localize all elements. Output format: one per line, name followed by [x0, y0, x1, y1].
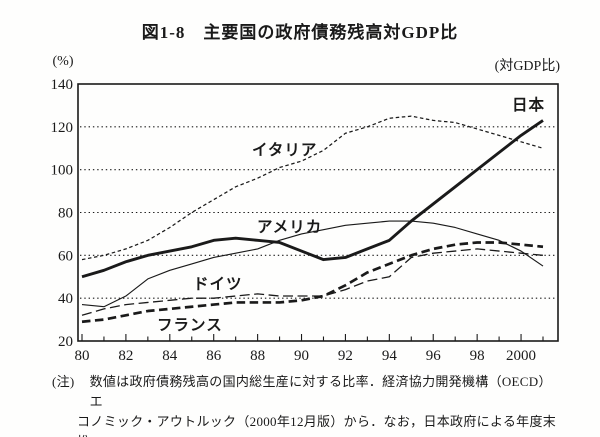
y-tick-label-40: 40 [58, 291, 73, 307]
series-line-usa [81, 220, 544, 308]
x-tick-label-1980: 80 [75, 348, 90, 364]
y-tick-label-60: 60 [58, 248, 73, 264]
series-label-germany: ドイツ [193, 276, 243, 293]
x-tick-label-2000: 2000 [506, 348, 536, 364]
series-line-france [81, 241, 544, 324]
x-tick-label-1992: 92 [338, 348, 353, 364]
x-tick-label-1986: 86 [206, 348, 222, 364]
y-tick-label-120: 120 [51, 120, 74, 136]
footnote-line: 数値は政府債務残高の国内総生産に対する比率．経済協力開発機構（OECD）エ [89, 374, 552, 409]
x-tick-label-1996: 96 [426, 348, 442, 364]
footnote-line: コノミック・アウトルック（2000年12月版）から．なお，日本政府による年度末推 [77, 414, 557, 437]
series-label-japan: 日本 [512, 95, 545, 114]
footnote: (注) 数値は政府債務残高の国内総生産に対する比率．経済協力開発機構（OECD）… [52, 372, 564, 437]
figure-title: 図1-8 主要国の政府債務残高対GDP比 [141, 23, 459, 42]
footnote-marker: (注) [52, 374, 75, 389]
plot-frame [77, 83, 559, 342]
y-tick-label-140: 140 [51, 77, 74, 93]
series-line-germany [81, 248, 544, 316]
x-tick-label-1990: 90 [294, 348, 309, 364]
y-tick-label-20: 20 [58, 334, 73, 350]
y-axis-unit-label: (%) [52, 54, 74, 69]
y-tick-label-100: 100 [51, 163, 74, 179]
x-tick-label-1998: 98 [470, 348, 485, 364]
series-label-usa: アメリカ [257, 218, 322, 236]
x-tick-label-1982: 82 [118, 348, 133, 364]
x-tick-label-1994: 94 [382, 348, 398, 364]
x-tick-label-1984: 84 [162, 348, 178, 364]
series-label-italy: イタリア [252, 141, 317, 159]
x-tick-label-1988: 88 [250, 348, 265, 364]
series-line-japan [81, 119, 544, 279]
y-tick-label-80: 80 [58, 206, 73, 222]
series-line-italy [81, 115, 544, 261]
right-unit-label: (対GDP比) [494, 59, 560, 74]
series-label-france: フランス [157, 317, 223, 334]
